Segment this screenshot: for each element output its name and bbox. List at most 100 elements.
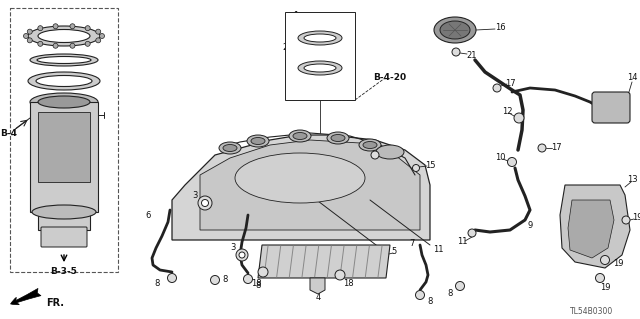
- Text: 5: 5: [392, 248, 397, 256]
- Text: 8: 8: [154, 278, 160, 287]
- Ellipse shape: [289, 130, 311, 142]
- Circle shape: [28, 29, 32, 34]
- Text: 2: 2: [282, 43, 287, 53]
- Text: 16: 16: [495, 24, 506, 33]
- Circle shape: [452, 48, 460, 56]
- Text: 11: 11: [433, 246, 444, 255]
- Polygon shape: [200, 140, 420, 230]
- Text: 3: 3: [192, 190, 198, 199]
- Ellipse shape: [37, 56, 91, 63]
- Ellipse shape: [331, 135, 345, 142]
- Circle shape: [456, 281, 465, 291]
- Text: 20: 20: [385, 147, 396, 157]
- Text: 9: 9: [527, 220, 532, 229]
- Circle shape: [96, 29, 100, 34]
- Text: 11: 11: [457, 238, 467, 247]
- Circle shape: [239, 252, 245, 258]
- Circle shape: [99, 33, 104, 39]
- Circle shape: [168, 273, 177, 283]
- Text: 18: 18: [342, 278, 353, 287]
- Circle shape: [70, 24, 75, 29]
- Circle shape: [243, 275, 253, 284]
- FancyBboxPatch shape: [592, 92, 630, 123]
- Text: 19: 19: [600, 283, 611, 292]
- Circle shape: [96, 38, 100, 43]
- Ellipse shape: [298, 61, 342, 75]
- Circle shape: [335, 270, 345, 280]
- Circle shape: [198, 196, 212, 210]
- Ellipse shape: [247, 135, 269, 147]
- Text: 6: 6: [145, 211, 150, 219]
- Circle shape: [24, 33, 29, 39]
- Text: 7: 7: [410, 240, 415, 249]
- Ellipse shape: [235, 153, 365, 203]
- Text: 19: 19: [632, 213, 640, 222]
- Text: 4: 4: [316, 293, 321, 302]
- Circle shape: [508, 158, 516, 167]
- Bar: [38, 112, 90, 182]
- Circle shape: [622, 216, 630, 224]
- Bar: [30, 102, 98, 212]
- Text: 17: 17: [505, 78, 515, 87]
- FancyBboxPatch shape: [41, 227, 87, 247]
- Text: 15: 15: [425, 160, 435, 169]
- Ellipse shape: [293, 132, 307, 139]
- Text: 12: 12: [502, 108, 512, 116]
- Circle shape: [371, 151, 379, 159]
- Bar: [38, 212, 90, 230]
- Text: 19: 19: [612, 258, 623, 268]
- Text: 8: 8: [222, 276, 228, 285]
- Ellipse shape: [327, 132, 349, 144]
- Circle shape: [468, 229, 476, 237]
- Circle shape: [236, 249, 248, 261]
- Ellipse shape: [28, 72, 100, 90]
- Text: 8: 8: [428, 298, 433, 307]
- Text: FR.: FR.: [46, 298, 64, 308]
- Text: 1: 1: [293, 11, 299, 20]
- Polygon shape: [560, 185, 630, 268]
- Bar: [10, 8, 118, 272]
- Ellipse shape: [251, 137, 265, 145]
- Ellipse shape: [440, 21, 470, 39]
- Circle shape: [85, 26, 90, 31]
- Polygon shape: [568, 200, 614, 258]
- Ellipse shape: [376, 145, 404, 159]
- Circle shape: [211, 276, 220, 285]
- Circle shape: [514, 113, 524, 123]
- Ellipse shape: [298, 31, 342, 45]
- Text: 10: 10: [495, 153, 505, 162]
- Ellipse shape: [36, 76, 92, 86]
- Text: 8: 8: [255, 280, 260, 290]
- Circle shape: [538, 144, 546, 152]
- Text: 21: 21: [467, 50, 477, 60]
- Text: 17: 17: [550, 144, 561, 152]
- Circle shape: [53, 43, 58, 48]
- Text: 14: 14: [627, 73, 637, 83]
- Circle shape: [70, 43, 75, 48]
- Circle shape: [28, 38, 32, 43]
- Circle shape: [493, 84, 501, 92]
- Ellipse shape: [434, 17, 476, 43]
- Circle shape: [600, 256, 609, 264]
- Text: 13: 13: [627, 175, 637, 184]
- Ellipse shape: [219, 142, 241, 154]
- Ellipse shape: [304, 64, 336, 72]
- Circle shape: [413, 165, 419, 172]
- Ellipse shape: [30, 93, 98, 111]
- Circle shape: [38, 41, 43, 46]
- Polygon shape: [310, 278, 325, 294]
- Ellipse shape: [223, 145, 237, 152]
- Ellipse shape: [304, 34, 336, 42]
- Text: TL54B0300: TL54B0300: [570, 307, 614, 315]
- Ellipse shape: [28, 26, 100, 46]
- Text: B-4-20: B-4-20: [373, 73, 406, 83]
- Circle shape: [258, 267, 268, 277]
- Text: 3: 3: [230, 243, 236, 253]
- Polygon shape: [258, 245, 390, 278]
- Circle shape: [38, 26, 43, 31]
- Ellipse shape: [38, 29, 90, 42]
- Circle shape: [415, 291, 424, 300]
- Polygon shape: [172, 135, 430, 240]
- Text: 18: 18: [251, 278, 261, 287]
- Circle shape: [85, 41, 90, 46]
